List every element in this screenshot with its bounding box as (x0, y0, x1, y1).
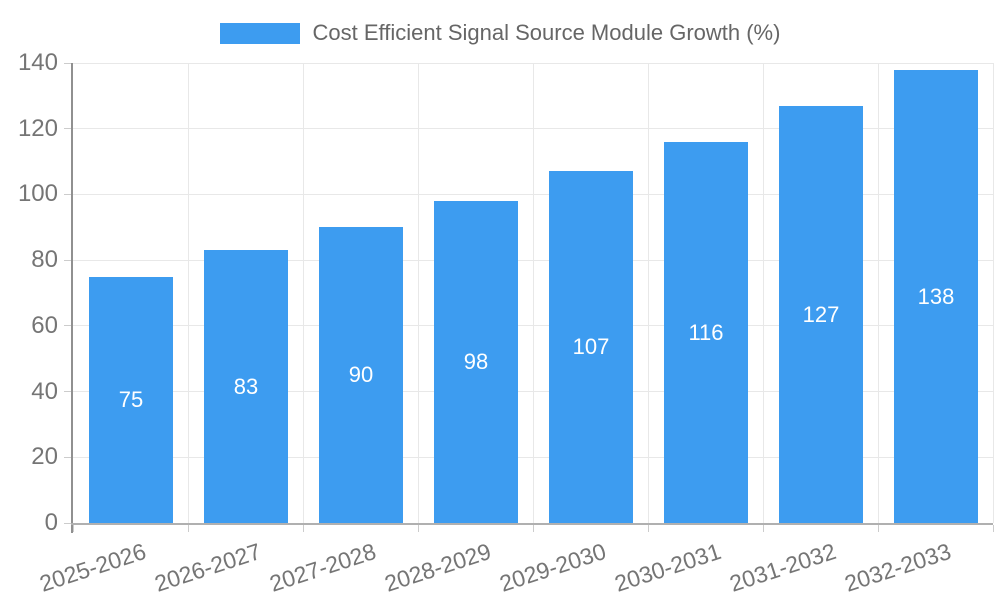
gridline (417, 63, 419, 523)
y-axis-line (71, 63, 73, 533)
y-axis-tick-label: 120 (17, 114, 58, 142)
bar-value-label: 98 (463, 349, 489, 374)
bar-value-label: 83 (233, 373, 259, 399)
bar-value-label: 75 (118, 387, 144, 412)
x-tick-mark (302, 525, 304, 532)
y-axis-tick-label: 140 (17, 49, 58, 76)
gridline (532, 63, 534, 523)
y-tick-mark (64, 259, 73, 261)
bar[interactable]: 83 (204, 250, 288, 523)
y-tick-mark (64, 62, 73, 64)
bar-value-label: 90 (348, 362, 374, 387)
bar[interactable]: 116 (664, 142, 748, 523)
bar-value-label: 138 (917, 283, 955, 309)
x-axis-tick-label: 2027-2028 (265, 538, 379, 597)
x-tick-mark (647, 525, 649, 532)
x-axis-line (71, 523, 993, 525)
x-axis-tick-label: 2025-2026 (35, 538, 149, 597)
bar[interactable]: 127 (779, 106, 863, 523)
y-tick-mark (64, 193, 73, 195)
x-tick-mark (877, 525, 879, 532)
x-tick-mark (762, 525, 764, 532)
x-tick-mark (992, 525, 994, 532)
x-axis-tick-label: 2029-2030 (495, 538, 609, 597)
legend-label: Cost Efficient Signal Source Module Grow… (312, 20, 781, 45)
bar-value-label: 116 (688, 319, 724, 345)
bar-value-label: 107 (572, 334, 610, 359)
y-axis-tick-label: 20 (31, 443, 58, 471)
gridline (302, 63, 304, 523)
gridline (647, 63, 649, 523)
bar[interactable]: 107 (549, 171, 633, 523)
y-tick-mark (64, 391, 73, 393)
y-tick-mark (64, 128, 73, 130)
x-axis-tick-label: 2032-2033 (840, 538, 954, 597)
x-axis-tick-label: 2031-2032 (725, 538, 839, 597)
gridline (992, 63, 994, 523)
legend-item[interactable]: Cost Efficient Signal Source Module Grow… (219, 20, 781, 46)
y-axis-tick-label: 40 (31, 377, 58, 405)
gridline (877, 63, 879, 523)
x-tick-mark (72, 525, 74, 532)
y-axis-tick-label: 60 (31, 311, 58, 339)
bar[interactable]: 90 (319, 227, 403, 523)
y-tick-mark (64, 522, 73, 524)
x-axis-tick-label: 2030-2031 (610, 538, 724, 597)
x-axis-tick-label: 2028-2029 (380, 538, 494, 597)
bar[interactable]: 138 (894, 70, 978, 523)
bar-value-label: 127 (802, 301, 840, 327)
y-axis-tick-label: 100 (17, 180, 58, 208)
x-tick-mark (417, 525, 419, 532)
y-tick-mark (64, 456, 73, 458)
x-tick-mark (532, 525, 534, 532)
y-axis-tick-label: 0 (44, 509, 58, 536)
y-tick-mark (64, 325, 73, 327)
gridline (762, 63, 764, 523)
legend: Cost Efficient Signal Source Module Grow… (0, 19, 1000, 47)
bar[interactable]: 98 (434, 201, 518, 523)
legend-swatch-icon (219, 22, 300, 44)
gridline (187, 63, 189, 523)
y-axis-tick-label: 80 (31, 246, 58, 274)
x-tick-mark (187, 525, 189, 532)
bar[interactable]: 75 (89, 277, 173, 523)
x-axis-tick-label: 2026-2027 (150, 538, 264, 597)
